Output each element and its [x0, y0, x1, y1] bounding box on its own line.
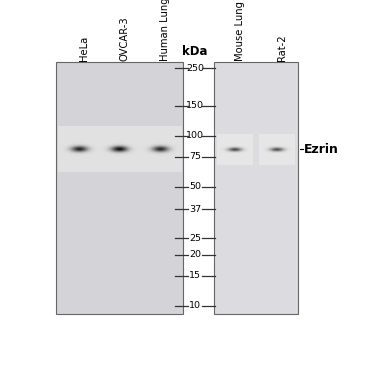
Text: 150: 150 — [186, 101, 204, 110]
Text: Mouse Lung: Mouse Lung — [235, 1, 245, 61]
Text: Rat-2: Rat-2 — [277, 34, 287, 61]
Text: 250: 250 — [186, 63, 204, 72]
Text: 15: 15 — [189, 271, 201, 280]
Text: 25: 25 — [189, 234, 201, 243]
Text: 20: 20 — [189, 250, 201, 259]
Text: 10: 10 — [189, 301, 201, 310]
Text: 75: 75 — [189, 152, 201, 161]
Bar — [214, 62, 298, 314]
Text: 37: 37 — [189, 205, 201, 214]
Bar — [56, 62, 183, 314]
Text: Human Lung: Human Lung — [160, 0, 171, 61]
Text: OVCAR-3: OVCAR-3 — [120, 16, 129, 61]
Text: 50: 50 — [189, 182, 201, 191]
Text: kDa: kDa — [182, 45, 208, 58]
Text: 100: 100 — [186, 131, 204, 140]
Text: HeLa: HeLa — [79, 36, 88, 61]
Text: Ezrin: Ezrin — [304, 143, 339, 156]
